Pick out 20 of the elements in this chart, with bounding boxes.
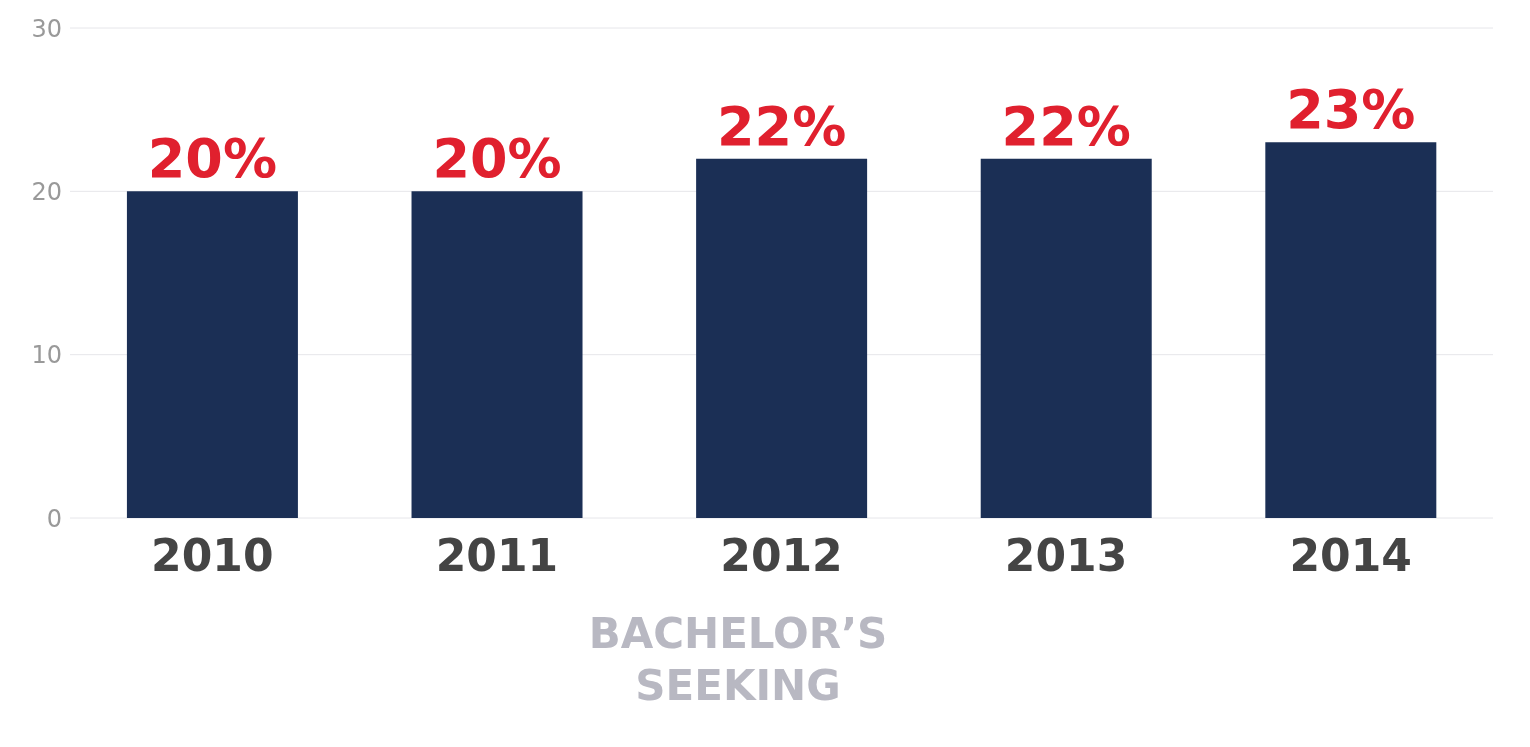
x-tick-label: 2011 xyxy=(435,530,559,582)
y-tick-label: 30 xyxy=(31,14,62,43)
x-axis-title: BACHELOR’S SEEKING xyxy=(587,608,889,712)
bar xyxy=(411,191,583,518)
x-tick-label: 2013 xyxy=(1004,530,1128,582)
bar xyxy=(696,158,868,518)
bar xyxy=(980,158,1152,518)
bar xyxy=(126,191,298,518)
y-tick-label: 10 xyxy=(31,341,62,370)
y-tick-label: 20 xyxy=(31,177,62,206)
x-tick-label: 2010 xyxy=(151,530,274,582)
x-tick-label: 2012 xyxy=(720,530,843,582)
data-label: 22% xyxy=(1001,94,1131,158)
data-label: 20% xyxy=(432,127,562,191)
data-label: 20% xyxy=(147,127,278,191)
x-tick-label: 2014 xyxy=(1289,530,1412,582)
data-label: 23% xyxy=(1286,78,1416,142)
y-tick-label: 0 xyxy=(46,504,62,533)
bar xyxy=(1265,142,1437,518)
data-label: 22% xyxy=(716,94,847,158)
